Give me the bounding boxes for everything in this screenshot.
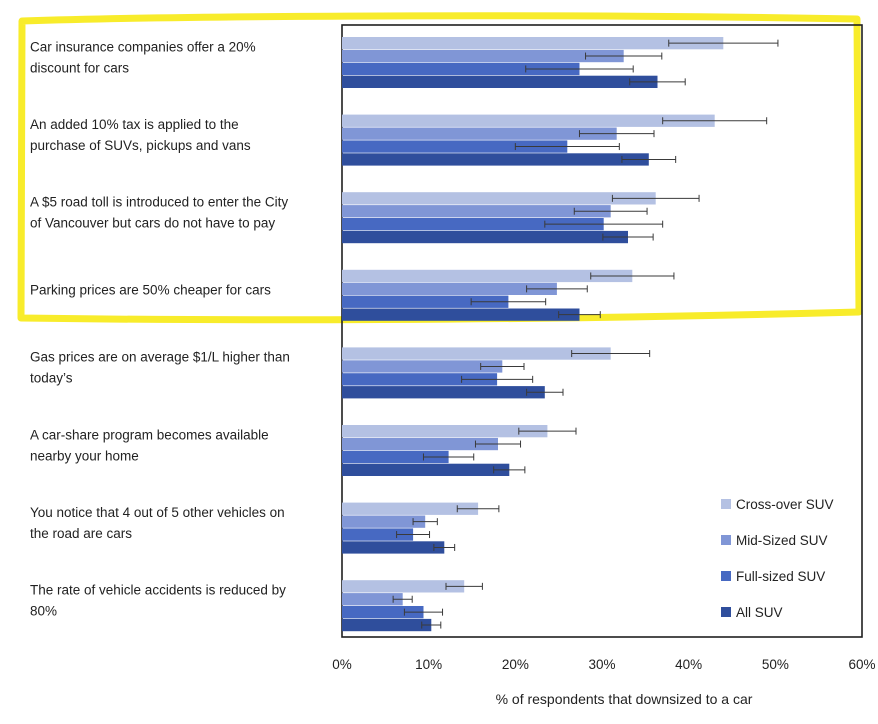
error-bar-1-cat-6 — [412, 518, 438, 526]
bar-all-suv-cat-5 — [342, 463, 510, 476]
category-label-3: Parking prices are 50% cheaper for cars — [30, 283, 271, 298]
error-bar-0-cat-2 — [611, 194, 700, 202]
error-bar-2-cat-4 — [461, 375, 534, 383]
bar-full-sized-suv-cat-2 — [342, 218, 604, 231]
legend-label: All SUV — [736, 605, 783, 620]
error-bar-2-cat-7 — [403, 608, 444, 616]
bar-mid-sized-suv-cat-7 — [342, 593, 403, 606]
x-tick-label: 10% — [415, 657, 442, 672]
error-bar-3-cat-5 — [493, 466, 526, 474]
x-tick-label: 0% — [332, 657, 352, 672]
bar-mid-sized-suv-cat-1 — [342, 127, 617, 140]
error-bar-0-cat-3 — [590, 272, 675, 280]
bar-cross-over-suv-cat-6 — [342, 502, 479, 515]
legend: Cross-over SUV Mid-Sized SUV Full-sized SU… — [721, 497, 834, 620]
highlight-box — [17, 12, 863, 324]
x-tick-label: 40% — [675, 657, 702, 672]
error-bar-3-cat-4 — [526, 388, 564, 396]
error-bar-2-cat-1 — [514, 143, 620, 151]
bar-cross-over-suv-cat-2 — [342, 192, 656, 205]
error-bar-1-cat-4 — [480, 362, 525, 370]
bar-cross-over-suv-cat-4 — [342, 347, 611, 360]
error-bar-3-cat-3 — [558, 311, 601, 319]
error-bar-0-cat-4 — [571, 350, 651, 358]
legend-swatch — [721, 535, 731, 545]
x-tick-label: 20% — [502, 657, 529, 672]
bar-cross-over-suv-cat-5 — [342, 425, 548, 438]
bar-mid-sized-suv-cat-0 — [342, 49, 624, 63]
x-axis-title: % of respondents that downsized to a car — [496, 691, 753, 707]
error-bar-1-cat-7 — [392, 595, 413, 603]
bar-mid-sized-suv-cat-6 — [342, 515, 426, 528]
category-label-4: Gas prices are on average $1/L higher th… — [30, 350, 290, 386]
error-bars — [392, 39, 779, 629]
category-label-6: You notice that 4 out of 5 other vehicle… — [30, 505, 285, 541]
bar-cross-over-suv-cat-0 — [342, 37, 724, 50]
error-bar-3-cat-6 — [433, 543, 456, 551]
legend-label: Mid-Sized SUV — [736, 533, 828, 548]
error-bar-0-cat-6 — [456, 505, 500, 513]
bar-cross-over-suv-cat-1 — [342, 114, 715, 127]
error-bar-1-cat-0 — [585, 52, 663, 60]
x-tick-label: 60% — [848, 657, 875, 672]
bar-mid-sized-suv-cat-2 — [342, 205, 611, 218]
error-bar-0-cat-5 — [518, 427, 577, 435]
bar-mid-sized-suv-cat-5 — [342, 437, 498, 451]
error-bar-2-cat-3 — [470, 298, 547, 306]
bar-all-suv-cat-6 — [342, 541, 445, 554]
error-bar-3-cat-0 — [629, 78, 686, 86]
error-bar-1-cat-3 — [526, 285, 588, 293]
bar-all-suv-cat-4 — [342, 386, 545, 399]
error-bar-0-cat-0 — [668, 39, 779, 47]
legend-swatch — [721, 607, 731, 617]
bar-full-sized-suv-cat-6 — [342, 528, 414, 541]
bar-all-suv-cat-3 — [342, 308, 580, 321]
bar-full-sized-suv-cat-5 — [342, 450, 449, 464]
bar-mid-sized-suv-cat-4 — [342, 360, 503, 373]
x-axis-tick-labels: 0% 10% 20% 30% 40% 50% 60% — [332, 657, 875, 672]
category-label-1: An added 10% tax is applied to the purcha… — [30, 117, 251, 153]
legend-label: Full-sized SUV — [736, 569, 825, 584]
error-bar-0-cat-7 — [445, 582, 483, 590]
error-bar-1-cat-1 — [578, 130, 655, 138]
x-tick-label: 30% — [588, 657, 615, 672]
error-bar-2-cat-0 — [525, 65, 634, 73]
error-bar-1-cat-2 — [573, 207, 648, 215]
error-bar-3-cat-2 — [602, 233, 654, 241]
legend-swatch — [721, 571, 731, 581]
legend-label: Cross-over SUV — [736, 497, 834, 512]
bar-cross-over-suv-cat-7 — [342, 580, 465, 593]
yellow-highlight-annotation — [17, 12, 863, 324]
bar-all-suv-cat-7 — [342, 618, 432, 632]
error-bar-1-cat-5 — [474, 440, 522, 448]
error-bar-2-cat-6 — [396, 531, 431, 539]
bars — [342, 37, 724, 632]
bar-full-sized-suv-cat-3 — [342, 295, 509, 308]
bar-full-sized-suv-cat-0 — [342, 62, 580, 76]
legend-swatch — [721, 499, 731, 509]
error-bar-3-cat-7 — [421, 621, 442, 629]
bar-all-suv-cat-2 — [342, 230, 628, 244]
category-labels: Car insurance companies offer a 20% disco… — [30, 39, 290, 618]
bar-mid-sized-suv-cat-3 — [342, 282, 557, 295]
bar-cross-over-suv-cat-3 — [342, 269, 633, 283]
bar-full-sized-suv-cat-4 — [342, 373, 498, 386]
x-tick-label: 50% — [762, 657, 789, 672]
bar-all-suv-cat-0 — [342, 75, 658, 88]
category-label-2: A $5 road toll is introduced to enter th… — [30, 195, 288, 231]
plot-area-frame — [341, 24, 863, 638]
category-label-7: The rate of vehicle accidents is reduced… — [30, 583, 286, 619]
bar-all-suv-cat-1 — [342, 153, 649, 166]
category-label-0: Car insurance companies offer a 20% disco… — [30, 39, 256, 75]
bar-full-sized-suv-cat-7 — [342, 606, 424, 619]
error-bar-3-cat-1 — [621, 155, 677, 163]
error-bar-2-cat-2 — [544, 220, 664, 228]
error-bar-0-cat-1 — [662, 117, 768, 125]
bar-full-sized-suv-cat-1 — [342, 140, 568, 153]
error-bar-2-cat-5 — [422, 453, 475, 461]
category-label-5: A car-share program becomes available nea… — [30, 427, 269, 463]
